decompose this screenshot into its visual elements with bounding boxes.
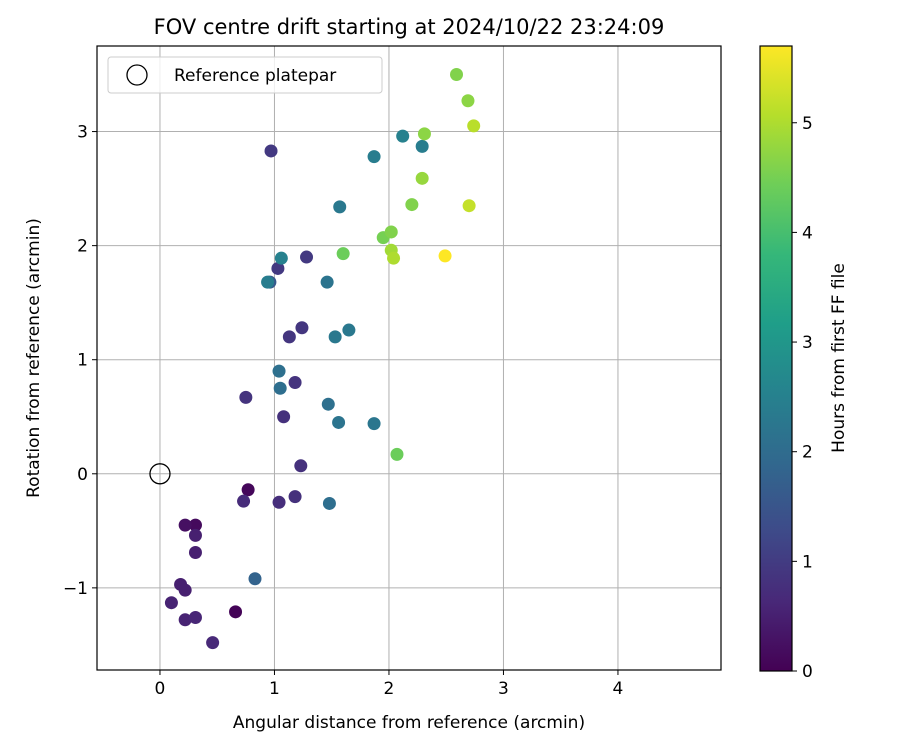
- data-point: [438, 249, 452, 263]
- data-point: [342, 323, 356, 337]
- data-point: [188, 518, 202, 532]
- reference-platepar-marker: [149, 463, 171, 485]
- data-point: [367, 417, 381, 431]
- data-point: [387, 251, 401, 265]
- data-point: [328, 330, 342, 344]
- data-point: [237, 494, 251, 508]
- data-point: [229, 605, 243, 619]
- colorbar-ticks: 0 1 2 3 4 5: [792, 114, 813, 682]
- y-tick-label: 0: [77, 465, 88, 485]
- plot-area-frame: [96, 45, 722, 671]
- data-point: [415, 139, 429, 153]
- data-point: [274, 251, 288, 265]
- colorbar-tick-label: 4: [802, 223, 813, 243]
- data-point: [396, 129, 410, 143]
- data-point: [188, 546, 202, 560]
- data-point: [271, 261, 285, 275]
- data-point: [300, 250, 314, 264]
- data-point: [417, 127, 431, 141]
- y-axis-label: Rotation from reference (arcmin): [24, 218, 44, 498]
- x-tick-label: 1: [269, 679, 280, 699]
- legend-box: [107, 56, 383, 94]
- data-points: [164, 68, 481, 650]
- colorbar-tick-label: 1: [802, 552, 813, 572]
- data-point: [178, 583, 192, 597]
- data-point: [241, 483, 255, 497]
- data-point: [288, 376, 302, 390]
- data-point: [384, 225, 398, 239]
- colorbar-tick-label: 3: [802, 333, 813, 353]
- data-point: [336, 247, 350, 261]
- y-axis-ticks: −1 0 1 2 3: [63, 123, 97, 599]
- data-point: [282, 330, 296, 344]
- chart-title: FOV centre drift starting at 2024/10/22 …: [154, 15, 665, 39]
- gridlines: [97, 46, 721, 670]
- data-point: [277, 410, 291, 424]
- data-point: [467, 119, 481, 133]
- data-point: [295, 321, 309, 335]
- data-point: [322, 496, 336, 510]
- data-point: [273, 381, 287, 395]
- colorbar-tick-label: 0: [802, 662, 813, 682]
- y-tick-label: 3: [77, 123, 88, 143]
- x-axis-label: Angular distance from reference (arcmin): [233, 713, 585, 733]
- data-point: [164, 596, 178, 610]
- x-tick-label: 4: [613, 679, 624, 699]
- data-point: [333, 200, 347, 214]
- colorbar: [759, 45, 793, 672]
- data-point: [367, 150, 381, 164]
- data-point: [390, 447, 404, 461]
- data-point: [188, 528, 202, 542]
- x-tick-label: 3: [498, 679, 509, 699]
- data-point: [272, 364, 286, 378]
- legend-label-reference-platepar: Reference platepar: [174, 66, 336, 86]
- data-point: [462, 199, 476, 213]
- data-point: [461, 94, 475, 108]
- data-point: [321, 397, 335, 411]
- legend-open-circle-marker: [126, 64, 148, 86]
- data-point: [272, 495, 286, 509]
- data-point: [178, 613, 192, 627]
- x-tick-label: 2: [384, 679, 395, 699]
- data-point: [239, 390, 253, 404]
- colorbar-tick-label: 2: [802, 443, 813, 463]
- data-point: [188, 611, 202, 625]
- data-point: [261, 275, 275, 289]
- data-point: [206, 636, 220, 650]
- y-tick-label: 1: [77, 351, 88, 371]
- data-point: [332, 415, 346, 429]
- data-point: [415, 171, 429, 185]
- data-point: [288, 490, 302, 504]
- x-axis-ticks: 0 1 2 3 4: [155, 670, 624, 699]
- legend: Reference platepar: [107, 56, 383, 94]
- data-point: [320, 275, 334, 289]
- data-point: [264, 144, 278, 158]
- data-point: [405, 198, 419, 212]
- data-point: [294, 459, 308, 473]
- data-point: [178, 518, 192, 532]
- y-tick-label: −1: [63, 579, 88, 599]
- x-tick-label: 0: [155, 679, 166, 699]
- data-point: [450, 68, 464, 82]
- colorbar-tick-label: 5: [802, 114, 813, 134]
- data-point: [248, 572, 262, 586]
- colorbar-label: Hours from first FF file: [829, 263, 849, 453]
- y-tick-label: 2: [77, 237, 88, 257]
